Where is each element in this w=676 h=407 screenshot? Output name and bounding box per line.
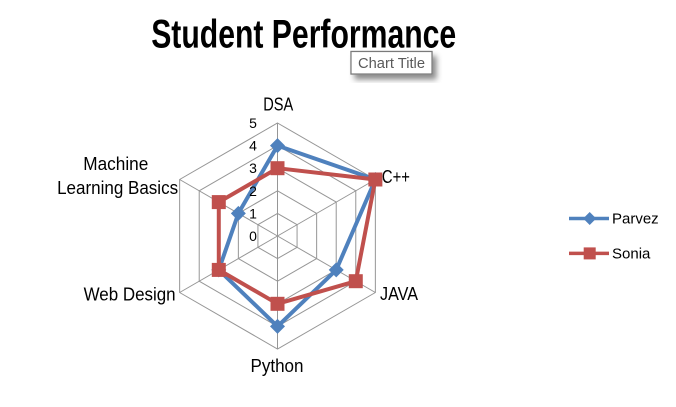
svg-text:Learning Basics: Learning Basics: [57, 178, 178, 198]
svg-text:Python: Python: [251, 356, 304, 376]
svg-text:Machine: Machine: [83, 154, 148, 174]
svg-text:4: 4: [249, 138, 257, 154]
svg-text:C++: C++: [382, 167, 410, 187]
svg-text:Chart Title: Chart Title: [358, 55, 425, 72]
svg-text:DSA: DSA: [263, 95, 293, 115]
svg-text:Student Performance: Student Performance: [151, 13, 456, 57]
svg-text:Web Design: Web Design: [84, 285, 176, 305]
svg-text:Sonia: Sonia: [612, 245, 651, 262]
svg-text:5: 5: [249, 115, 257, 131]
svg-text:1: 1: [249, 205, 257, 221]
svg-text:JAVA: JAVA: [380, 284, 418, 304]
svg-text:0: 0: [249, 228, 257, 244]
svg-text:3: 3: [249, 160, 257, 176]
svg-text:Parvez: Parvez: [612, 211, 659, 228]
svg-text:2: 2: [249, 183, 257, 199]
